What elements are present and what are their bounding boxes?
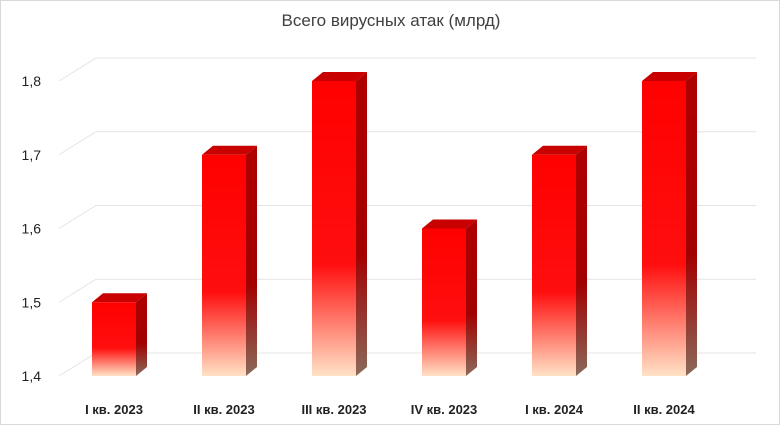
bar-top bbox=[422, 219, 477, 229]
x-tick-label: III кв. 2023 bbox=[301, 402, 366, 417]
y-tick-label: 1,7 bbox=[22, 147, 42, 163]
bar-side bbox=[356, 72, 367, 376]
y-tick-label: 1,6 bbox=[22, 221, 42, 237]
bar-group bbox=[422, 219, 477, 376]
bar-side bbox=[136, 293, 147, 376]
bar bbox=[92, 302, 136, 376]
bar-side bbox=[686, 72, 697, 376]
x-tick-label: IV кв. 2023 bbox=[411, 402, 478, 417]
bar bbox=[532, 154, 576, 376]
gridline bbox=[58, 131, 756, 156]
bar bbox=[642, 81, 686, 376]
bar-top bbox=[532, 145, 587, 155]
bar-top bbox=[202, 145, 257, 155]
x-tick-label: I кв. 2023 bbox=[85, 402, 143, 417]
bar bbox=[202, 154, 246, 376]
y-tick-label: 1,4 bbox=[22, 368, 42, 384]
bar bbox=[312, 81, 356, 376]
bar bbox=[422, 228, 466, 376]
bar-side bbox=[466, 219, 477, 376]
y-tick-label: 1,8 bbox=[22, 73, 42, 89]
bar-group bbox=[642, 72, 697, 376]
y-tick-label: 1,5 bbox=[22, 294, 42, 310]
bar-side bbox=[576, 145, 587, 376]
x-tick-label: II кв. 2023 bbox=[193, 402, 254, 417]
chart-title: Всего вирусных атак (млрд) bbox=[281, 11, 501, 30]
bar-group bbox=[532, 145, 587, 376]
bar-top bbox=[312, 72, 367, 81]
bar-group bbox=[92, 293, 147, 376]
x-tick-label: I кв. 2024 bbox=[525, 402, 584, 417]
x-tick-label: II кв. 2024 bbox=[633, 402, 695, 417]
bar-side bbox=[246, 145, 257, 376]
bar-top bbox=[92, 293, 147, 303]
bar-group bbox=[202, 145, 257, 376]
bar-top bbox=[642, 72, 697, 81]
gridline bbox=[58, 57, 756, 82]
bar-group bbox=[312, 72, 367, 376]
